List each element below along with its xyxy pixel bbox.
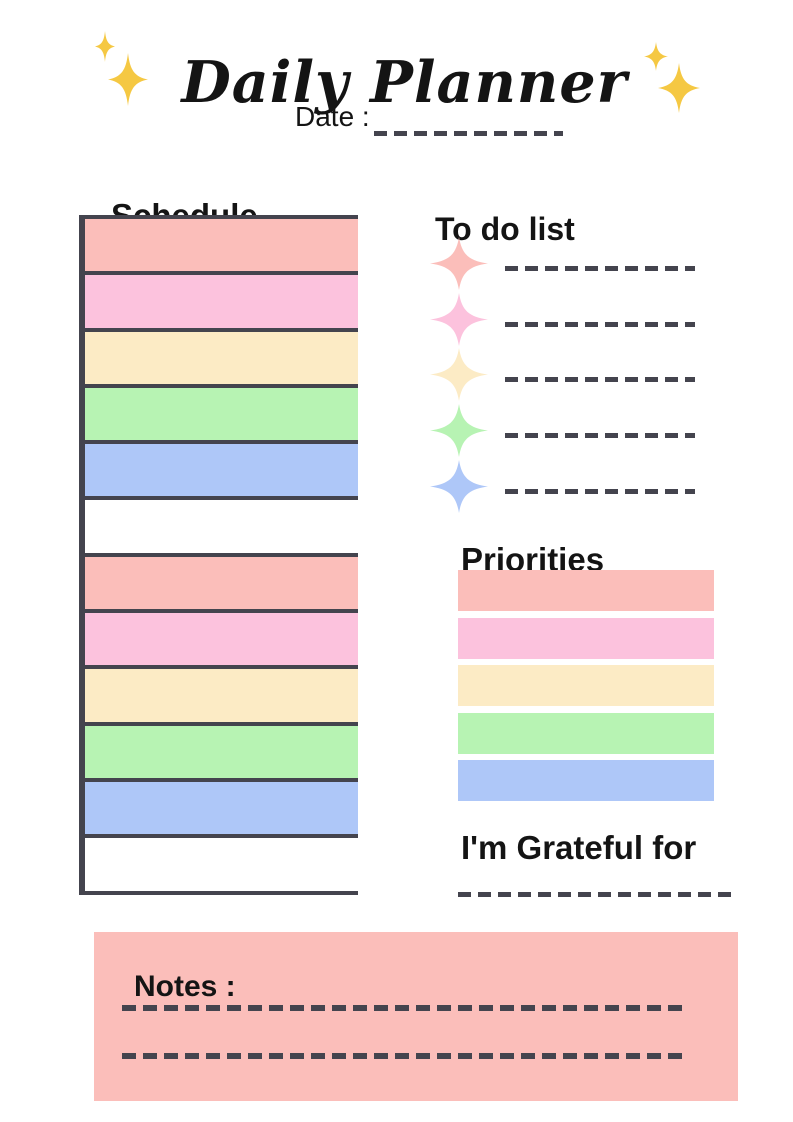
priority-bar[interactable] — [458, 712, 714, 754]
schedule-row[interactable] — [85, 496, 358, 553]
todo-item[interactable] — [430, 458, 705, 514]
todo-item[interactable] — [430, 347, 705, 403]
todo-write-line[interactable] — [505, 433, 695, 439]
todo-write-line[interactable] — [505, 266, 695, 272]
sparkle-icon — [658, 63, 700, 113]
todo-write-line[interactable] — [505, 488, 695, 494]
schedule-row[interactable] — [85, 665, 358, 722]
todo-write-line[interactable] — [505, 377, 695, 383]
schedule-row[interactable] — [85, 271, 358, 328]
todo-item[interactable] — [430, 403, 705, 459]
priority-bar[interactable] — [458, 760, 714, 801]
sparkle-star-icon — [430, 237, 488, 291]
page-title: Daily Planner — [181, 49, 628, 117]
notes-heading: Notes : — [134, 969, 236, 1003]
notes-write-line[interactable] — [122, 1053, 686, 1059]
todo-item[interactable] — [430, 236, 705, 292]
schedule-row[interactable] — [85, 327, 358, 384]
todo-list — [430, 236, 705, 514]
date-label: Date : — [295, 101, 370, 132]
sparkle-star-icon — [430, 292, 488, 346]
schedule-row[interactable] — [85, 383, 358, 441]
priority-bar[interactable] — [458, 665, 714, 706]
schedule-row[interactable] — [85, 777, 358, 835]
todo-heading: To do list — [435, 210, 575, 247]
priority-bar[interactable] — [458, 617, 714, 659]
schedule-row[interactable] — [85, 834, 358, 891]
grateful-heading: I'm Grateful for — [461, 829, 697, 867]
schedule-row[interactable] — [85, 609, 358, 666]
sparkle-icon — [644, 42, 668, 71]
schedule-table — [79, 215, 358, 895]
sparkle-star-icon — [430, 348, 488, 402]
sparkle-star-icon — [430, 404, 488, 458]
sparkle-star-icon — [430, 459, 488, 513]
todo-item[interactable] — [430, 292, 705, 348]
grateful-write-line[interactable] — [458, 892, 738, 897]
priority-bar[interactable] — [458, 570, 714, 611]
todo-write-line[interactable] — [505, 321, 695, 327]
sparkle-icon — [108, 53, 148, 106]
date-write-line[interactable] — [374, 131, 563, 136]
notes-write-line[interactable] — [122, 1005, 686, 1011]
schedule-row[interactable] — [85, 721, 358, 778]
schedule-row[interactable] — [85, 552, 358, 610]
notes-box: Notes : — [94, 932, 738, 1101]
priorities-list — [458, 570, 714, 801]
schedule-row[interactable] — [85, 440, 358, 497]
sparkle-icon — [95, 31, 115, 62]
schedule-row[interactable] — [85, 215, 358, 272]
